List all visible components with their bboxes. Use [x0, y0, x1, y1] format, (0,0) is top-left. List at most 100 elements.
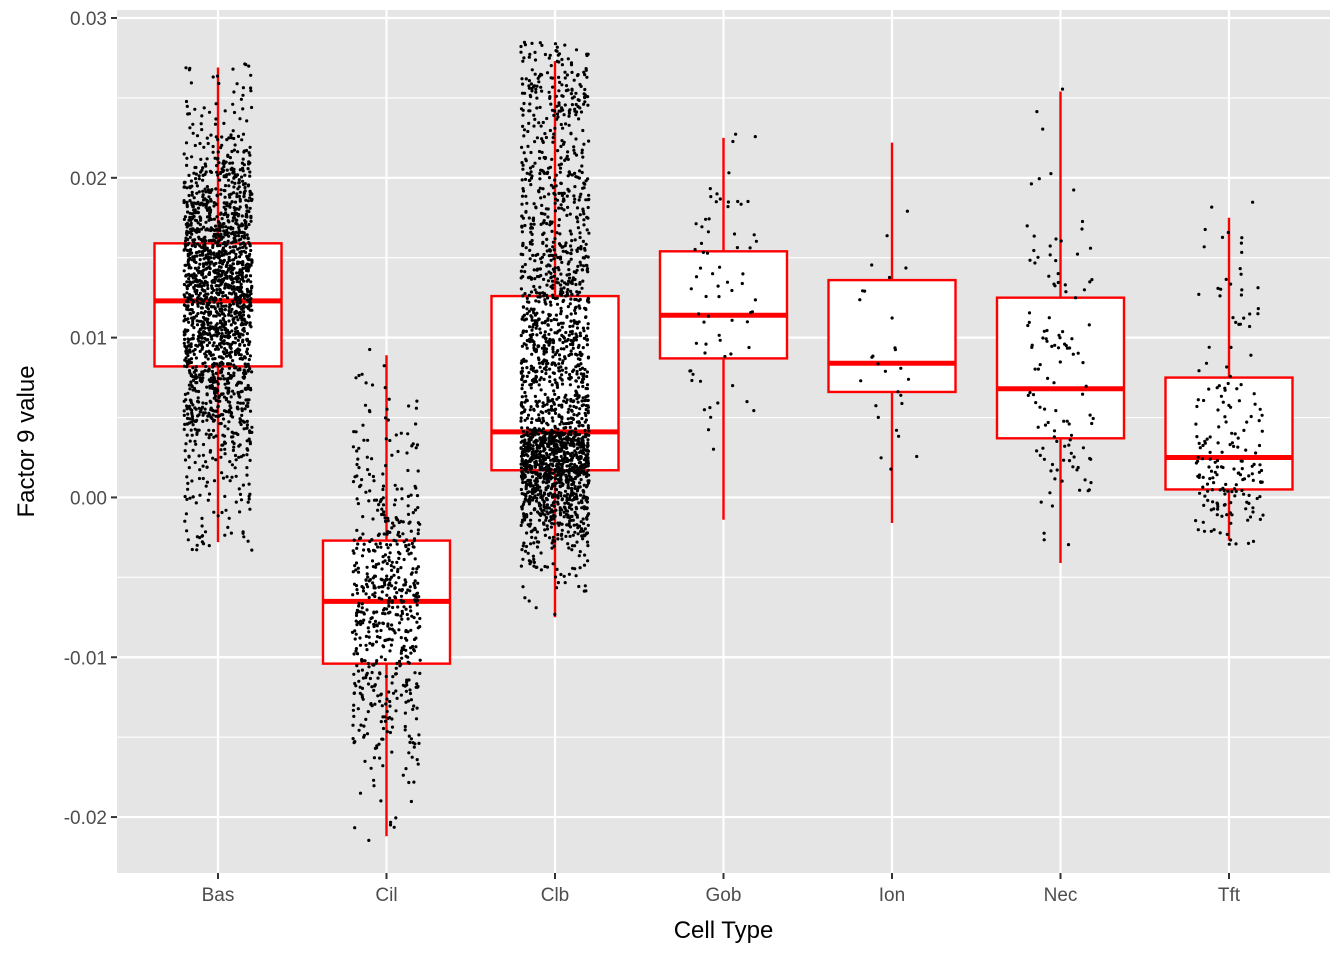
data-point: [200, 344, 204, 348]
data-point: [400, 487, 404, 491]
data-point: [211, 75, 215, 79]
data-point: [569, 131, 573, 135]
data-point: [242, 310, 246, 314]
data-point: [213, 347, 218, 351]
data-point: [354, 376, 358, 380]
data-point: [566, 282, 570, 286]
data-point: [415, 682, 419, 686]
data-point: [537, 317, 541, 321]
data-point: [188, 186, 192, 190]
data-point: [377, 621, 381, 625]
data-point: [527, 121, 531, 125]
data-point: [536, 345, 540, 349]
data-point: [538, 186, 542, 190]
data-point: [573, 510, 577, 514]
data-point: [716, 284, 720, 288]
data-point: [364, 578, 368, 582]
data-point: [236, 214, 240, 218]
data-point: [586, 438, 590, 442]
data-point: [557, 369, 561, 373]
data-point: [580, 437, 584, 441]
data-point: [562, 515, 566, 519]
data-point: [231, 299, 235, 303]
data-point: [524, 433, 529, 437]
data-point: [533, 313, 538, 317]
data-point: [545, 477, 550, 481]
data-point: [535, 268, 539, 272]
data-point: [558, 433, 562, 437]
data-point: [220, 217, 224, 221]
data-point: [241, 179, 245, 183]
data-point: [211, 413, 215, 417]
data-point: [207, 436, 211, 440]
data-point: [532, 322, 536, 326]
data-point: [554, 508, 558, 512]
data-point: [529, 225, 534, 229]
data-point: [525, 201, 529, 205]
data-point: [193, 244, 197, 249]
data-point: [204, 170, 208, 174]
data-point: [577, 554, 581, 558]
data-point: [217, 331, 221, 335]
data-point: [376, 545, 380, 549]
data-point: [551, 245, 555, 249]
data-point: [555, 277, 560, 281]
data-point: [191, 227, 195, 231]
data-point: [400, 617, 404, 621]
data-point: [229, 314, 234, 318]
data-point: [538, 285, 542, 289]
data-point: [183, 314, 187, 318]
data-point: [541, 310, 545, 314]
data-point: [238, 301, 242, 305]
data-point: [541, 241, 545, 245]
data-point: [376, 508, 380, 512]
data-point: [730, 288, 734, 293]
data-point: [563, 581, 567, 585]
data-point: [232, 148, 236, 152]
data-point: [198, 258, 202, 262]
data-point: [218, 178, 222, 182]
data-point: [525, 399, 529, 403]
data-point: [586, 198, 591, 202]
data-point: [356, 669, 361, 673]
data-point: [896, 390, 900, 394]
data-point: [230, 200, 234, 204]
data-point: [564, 84, 569, 88]
data-point: [550, 521, 554, 525]
data-point: [568, 342, 573, 346]
data-point: [529, 95, 533, 99]
data-point: [556, 537, 560, 541]
data-point: [238, 367, 242, 371]
data-point: [214, 187, 218, 191]
data-point: [541, 120, 545, 125]
data-point: [583, 428, 587, 432]
data-point: [1027, 320, 1031, 324]
data-point: [364, 643, 368, 647]
data-point: [236, 407, 240, 411]
data-point: [560, 139, 564, 143]
data-point: [585, 483, 589, 487]
data-point: [572, 200, 576, 204]
data-point: [222, 162, 226, 166]
data-point: [558, 376, 562, 380]
data-point: [227, 319, 231, 323]
data-point: [184, 512, 188, 516]
data-point: [574, 137, 578, 141]
data-point: [519, 44, 523, 49]
data-point: [520, 426, 524, 430]
data-point: [186, 262, 190, 266]
data-point: [584, 532, 589, 536]
data-point: [372, 586, 376, 590]
data-point: [221, 417, 226, 421]
data-point: [383, 553, 387, 557]
data-point: [366, 575, 370, 579]
data-point: [381, 585, 385, 589]
data-point: [238, 273, 242, 277]
data-point: [545, 510, 549, 514]
data-point: [386, 638, 390, 642]
data-point: [556, 533, 560, 537]
data-point: [403, 636, 408, 641]
data-point: [196, 396, 200, 400]
data-point: [1088, 413, 1092, 417]
data-point: [542, 522, 546, 526]
